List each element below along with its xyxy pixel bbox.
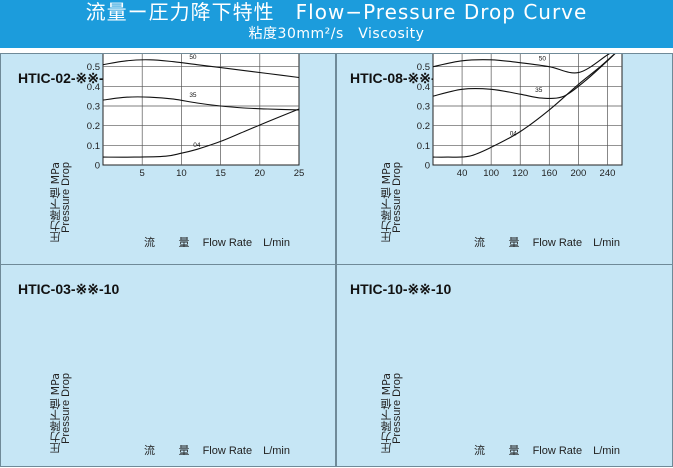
x-axis-label-en: Flow Rate L/min — [202, 237, 290, 249]
x-axis-label-en: Flow Rate L/min — [202, 445, 290, 457]
series-label: 50 — [189, 54, 197, 61]
x-tick-label: 200 — [570, 168, 586, 179]
x-axis-label-en: Flow Rate L/min — [532, 445, 620, 457]
y-tick-label: 0.1 — [87, 141, 100, 152]
chart-plot: 00.10.20.30.40.50.6510152025503504 — [87, 54, 305, 179]
y-tick-label: 0.2 — [417, 121, 430, 132]
y-tick-label: 0.2 — [87, 121, 100, 132]
y-tick-label: 0.5 — [87, 62, 100, 73]
x-tick-label: 20 — [255, 168, 266, 179]
x-axis-label: 流 量 Flow Rate L/min — [474, 234, 620, 250]
x-axis-label-jp: 流 量 — [474, 444, 530, 457]
page-subtitle: 粘度30mm²/s Viscosity — [248, 26, 425, 42]
series-line-35 — [432, 54, 616, 99]
series-line-04 — [432, 54, 616, 158]
x-tick-label: 5 — [140, 168, 145, 179]
chart-panel-3: HTIC-03-※※-10 圧力降下値 MPa Pressure Drop 流 … — [0, 264, 336, 467]
series-label: 35 — [535, 87, 543, 94]
x-axis-label-en: Flow Rate L/min — [532, 237, 620, 249]
chart-title: HTIC-02-※※-10 — [18, 70, 120, 86]
x-tick-label: 120 — [512, 168, 528, 179]
x-tick-label: 10 — [176, 168, 187, 179]
x-axis-label: 流 量 Flow Rate L/min — [474, 442, 620, 458]
chart-panel-4: HTIC-10-※※-10 圧力降下値 MPa Pressure Drop 流 … — [336, 264, 673, 467]
plot-area — [432, 54, 623, 166]
series-line-04 — [102, 108, 300, 158]
x-tick-label: 100 — [483, 168, 499, 179]
y-tick-label: 0.3 — [417, 102, 430, 113]
series-label: 04 — [193, 142, 201, 149]
chart-plot: 00.10.20.30.40.50.6501001502002503003505… — [337, 265, 673, 468]
x-axis-label: 流 量 Flow Rate L/min — [144, 442, 290, 458]
x-tick-label: 240 — [600, 168, 616, 179]
series-label: 35 — [189, 92, 197, 99]
x-tick-label: 40 — [457, 168, 468, 179]
chart-plot: 00.10.20.30.40.50.6401001201602002405035… — [417, 54, 623, 179]
x-tick-label: 25 — [294, 168, 305, 179]
page-title: 流量ー圧力降下特性 Flow−Pressure Drop Curve — [85, 0, 588, 24]
series-label: 50 — [539, 56, 547, 63]
x-axis-label: 流 量 Flow Rate L/min — [144, 234, 290, 250]
y-tick-label: 0.3 — [87, 102, 100, 113]
y-tick-label: 0.4 — [417, 82, 430, 93]
series-label: 04 — [510, 130, 518, 137]
chart-panel-1: HTIC-02-※※-10 圧力降下値 MPa Pressure Drop 流 … — [0, 53, 336, 265]
x-tick-label: 15 — [215, 168, 226, 179]
chart-title: HTIC-08-※※-10 — [350, 70, 452, 86]
x-axis-label-jp: 流 量 — [474, 236, 530, 249]
series-line-50 — [432, 54, 610, 74]
y-tick-label: 0 — [425, 161, 430, 172]
plot-area — [102, 54, 300, 166]
x-tick-label: 160 — [541, 168, 557, 179]
y-tick-label: 0 — [95, 161, 100, 172]
x-axis-label-jp: 流 量 — [144, 444, 200, 457]
chart-title: HTIC-03-※※-10 — [18, 281, 120, 297]
y-tick-label: 0.1 — [417, 141, 430, 152]
header-banner: 流量ー圧力降下特性 Flow−Pressure Drop Curve 粘度30m… — [0, 0, 673, 48]
chart-title: HTIC-10-※※-10 — [350, 281, 452, 297]
series-line-50 — [102, 59, 300, 79]
y-tick-label: 0.5 — [417, 62, 430, 73]
y-tick-label: 0.4 — [87, 82, 100, 93]
chart-panel-2: HTIC-08-※※-10 圧力降下値 MPa Pressure Drop 流 … — [336, 53, 673, 265]
series-line-35 — [102, 96, 300, 111]
chart-plot: 00.10.20.30.40.50.610203040503504 — [1, 265, 337, 468]
x-axis-label-jp: 流 量 — [144, 236, 200, 249]
